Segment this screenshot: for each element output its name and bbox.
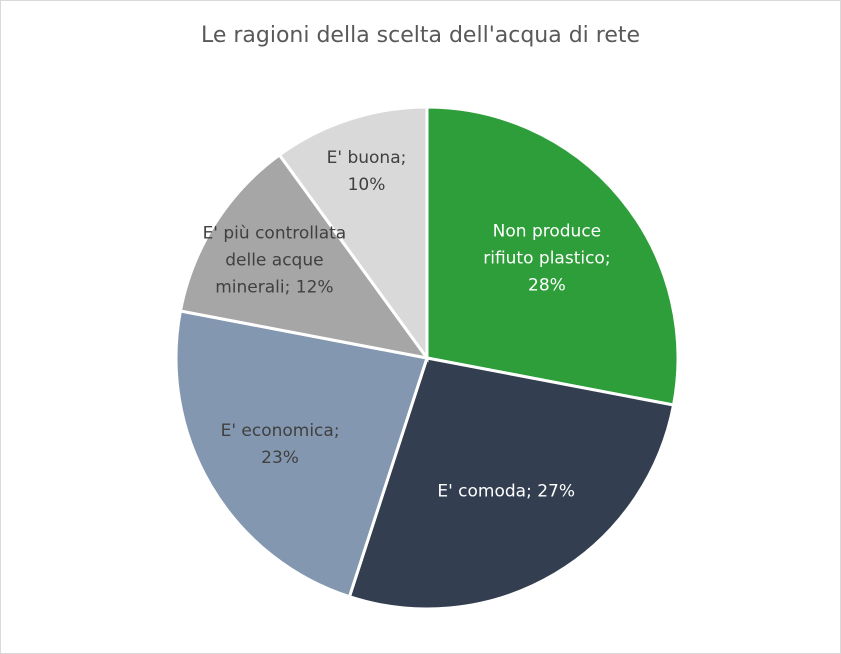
label-value: 12%: [295, 277, 334, 298]
label-category: E' economica;: [220, 420, 340, 441]
label-category: E' più controllata delle acque minerali;: [202, 223, 347, 298]
data-label: Non produce rifiuto plastico; 28%: [472, 218, 622, 299]
label-value: 10%: [347, 174, 386, 195]
pie-slice: [174, 309, 429, 599]
label-category: E' comoda;: [437, 481, 532, 502]
pie-slice: [347, 356, 676, 611]
label-category: E' buona;: [326, 147, 407, 168]
chart-title: Le ragioni della scelta dell'acqua di re…: [200, 23, 641, 48]
data-label: E' comoda; 27%: [396, 478, 616, 505]
label-value: 28%: [528, 275, 566, 296]
data-label: E' buona; 10%: [317, 145, 417, 199]
pie-slice: [178, 152, 431, 361]
data-label: E' più controllata delle acque minerali;…: [194, 221, 354, 302]
label-category: Non produce rifiuto plastico;: [483, 221, 611, 269]
label-value: 23%: [261, 447, 299, 468]
pie-slice: [425, 105, 680, 407]
label-value: 27%: [537, 481, 576, 502]
data-label: E' economica; 23%: [205, 418, 355, 472]
pie-slice: [277, 105, 429, 363]
